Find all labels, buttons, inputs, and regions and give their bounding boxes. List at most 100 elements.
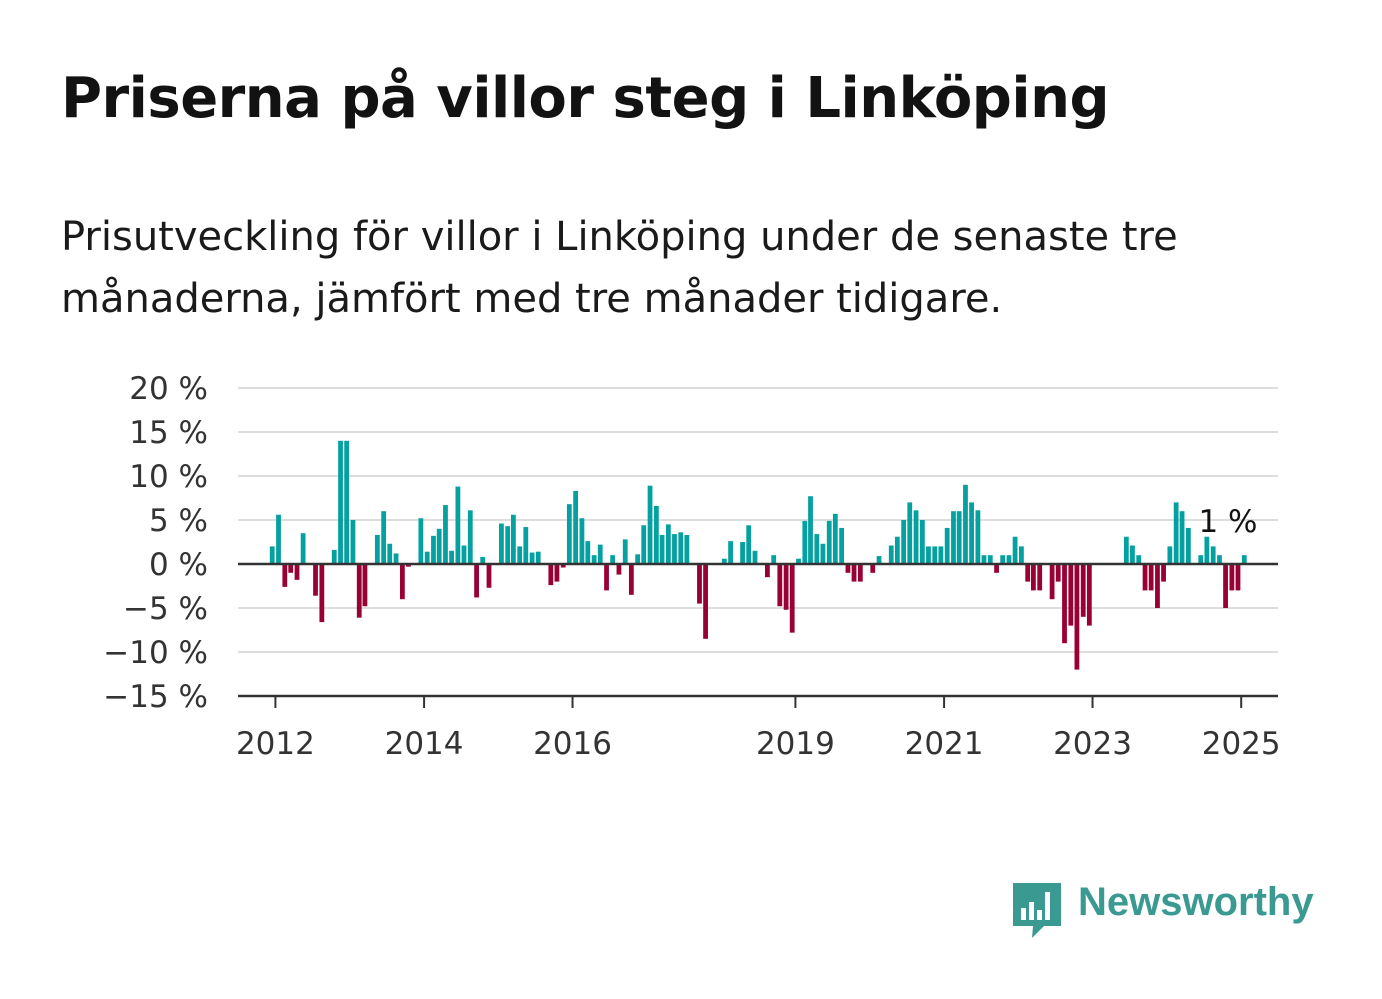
bar xyxy=(585,541,591,564)
bar xyxy=(1241,555,1247,564)
y-tick-label: 0 % xyxy=(149,547,208,583)
bar xyxy=(486,564,492,588)
bar xyxy=(1210,546,1216,564)
bar xyxy=(455,486,461,564)
bar xyxy=(1019,546,1024,564)
bar xyxy=(926,546,931,564)
bar xyxy=(424,551,430,564)
bar xyxy=(678,532,684,564)
bar xyxy=(1198,555,1204,564)
bar xyxy=(1142,564,1148,591)
bar xyxy=(529,552,535,564)
bar xyxy=(987,555,993,564)
bar xyxy=(350,520,356,564)
bar xyxy=(517,546,523,564)
bar xyxy=(771,555,777,564)
bar xyxy=(913,510,919,564)
bar xyxy=(665,524,671,564)
bar xyxy=(783,564,789,610)
bar xyxy=(1148,564,1154,591)
newsworthy-logo: Newsworthy xyxy=(1010,878,1330,942)
bar xyxy=(294,564,300,580)
bar xyxy=(653,505,659,564)
bar xyxy=(431,535,436,564)
bar xyxy=(554,564,560,582)
bar xyxy=(1130,545,1135,564)
bar xyxy=(820,543,826,564)
x-tick-label: 2012 xyxy=(236,726,315,762)
tick-labels: −15 % −10 % −5 % 0 % 5 % 10 % 15 % 20 % 2012 2014… xyxy=(103,371,1280,762)
bar xyxy=(610,555,616,564)
bar xyxy=(591,555,597,564)
bar xyxy=(1235,564,1241,591)
bar xyxy=(888,545,894,564)
bar xyxy=(276,514,281,564)
bar xyxy=(381,511,387,564)
bar xyxy=(288,564,294,573)
bar xyxy=(579,518,585,564)
bar xyxy=(1179,511,1185,564)
bar xyxy=(765,564,770,578)
bar xyxy=(604,564,609,591)
bar xyxy=(331,549,337,564)
bar xyxy=(975,510,981,564)
x-tick-label: 2025 xyxy=(1202,726,1281,762)
bar xyxy=(1080,564,1086,617)
bar xyxy=(505,526,511,564)
bar xyxy=(597,544,603,564)
bar xyxy=(826,520,832,564)
bar xyxy=(548,564,554,586)
x-tick-label: 2019 xyxy=(756,726,835,762)
bar xyxy=(938,546,944,564)
bar xyxy=(1031,564,1036,591)
bar xyxy=(851,564,857,582)
gridlines xyxy=(238,387,1278,653)
bar xyxy=(474,564,479,598)
bar xyxy=(449,550,454,564)
bar xyxy=(511,514,516,564)
bar xyxy=(919,520,925,564)
bar xyxy=(1173,502,1179,564)
bar xyxy=(1006,555,1012,564)
bar xyxy=(647,485,653,564)
bar xyxy=(393,553,399,564)
bar xyxy=(338,440,343,564)
bar xyxy=(269,546,275,564)
bar xyxy=(560,564,566,568)
y-tick-label: −5 % xyxy=(123,591,208,627)
bar xyxy=(616,564,622,575)
bar xyxy=(951,511,956,564)
latest-value-annotation: 1 % xyxy=(1198,504,1257,540)
chart-subtitle: Prisutveckling för villor i Linköping un… xyxy=(61,214,1178,322)
x-tick-label: 2021 xyxy=(905,726,984,762)
bar xyxy=(703,564,708,639)
x-tick-label: 2016 xyxy=(533,726,612,762)
bar xyxy=(981,555,987,564)
bars xyxy=(269,440,1247,670)
y-tick-label: −10 % xyxy=(103,635,208,671)
bar xyxy=(436,528,442,564)
bar xyxy=(845,564,851,573)
bar xyxy=(1074,564,1080,670)
y-tick-label: 10 % xyxy=(129,459,208,495)
bar xyxy=(622,539,628,564)
bar xyxy=(963,484,968,564)
bar xyxy=(728,541,733,564)
bar xyxy=(777,564,783,607)
bar xyxy=(1123,536,1129,564)
bar xyxy=(1217,555,1222,564)
bar xyxy=(1167,546,1173,564)
bar xyxy=(1161,564,1166,582)
bar xyxy=(839,527,845,564)
x-tick-label: 2023 xyxy=(1053,726,1132,762)
chart-title: Priserna på villor steg i Linköping xyxy=(61,66,1110,131)
bar xyxy=(356,564,362,618)
bar xyxy=(870,564,876,573)
bar xyxy=(499,523,504,564)
bar xyxy=(480,556,486,564)
bar xyxy=(944,527,950,564)
bar xyxy=(319,564,325,623)
y-tick-label: 5 % xyxy=(149,503,208,539)
newsworthy-chart-bubble-icon xyxy=(1013,883,1061,938)
